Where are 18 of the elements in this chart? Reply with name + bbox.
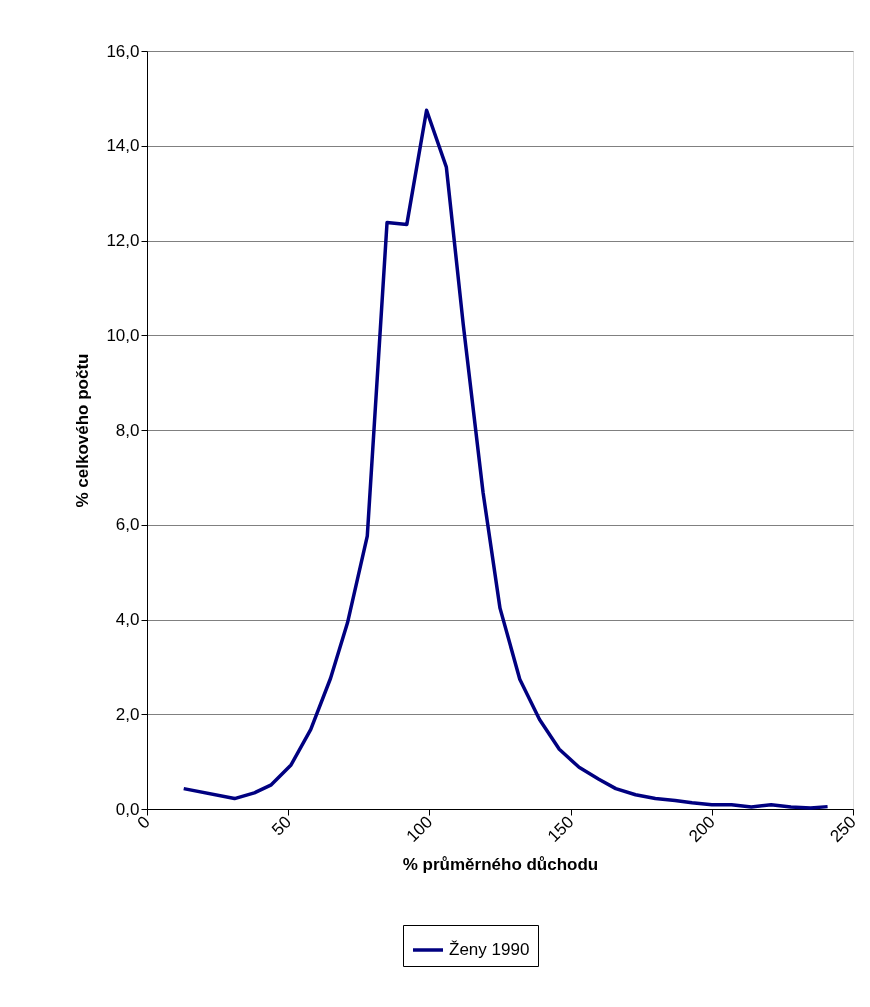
x-tick-label: 50 [268, 812, 296, 840]
x-axis-title: % průměrného důchodu [402, 855, 599, 875]
y-tick-label: 2,0 [115, 704, 140, 724]
y-axis-title: % celkového počtu [73, 353, 93, 508]
x-tick-label: 200 [685, 812, 719, 846]
y-tick-label: 16,0 [106, 41, 140, 61]
y-tick-label: 10,0 [106, 325, 140, 345]
y-tick-label: 4,0 [115, 610, 140, 629]
line-series [181, 108, 830, 810]
y-tick-label: 0,0 [115, 799, 140, 819]
y-tick-label: 14,0 [106, 136, 140, 156]
legend-label: Ženy 1990 [449, 940, 530, 959]
y-tick-label: 6,0 [115, 515, 140, 535]
x-tick-label: 250 [826, 812, 860, 846]
y-tick-label: 8,0 [115, 420, 140, 440]
x-tick-label: 100 [402, 812, 437, 846]
y-tick-label: 12,0 [106, 231, 140, 250]
x-tick-label: 150 [543, 812, 578, 846]
